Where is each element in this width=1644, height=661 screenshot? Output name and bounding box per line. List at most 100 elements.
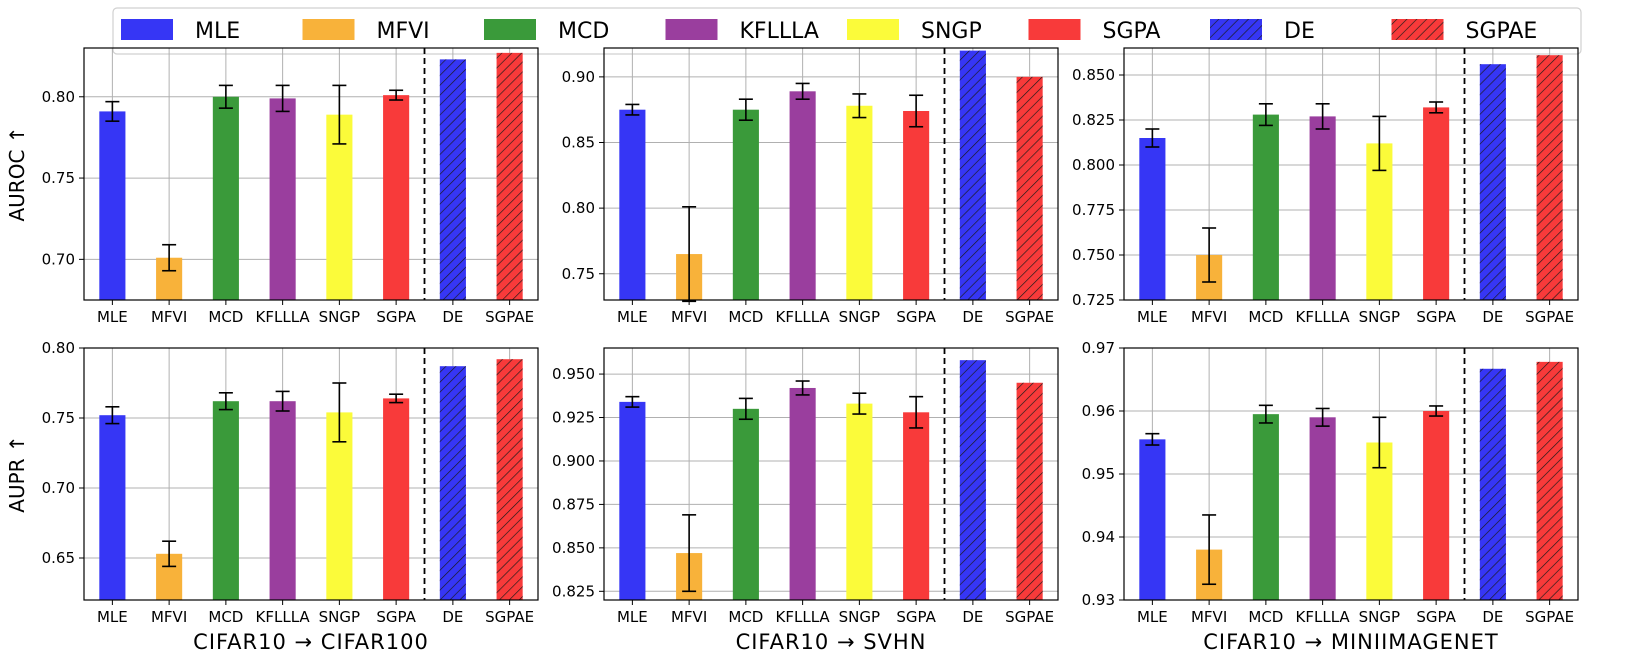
x-tick-label-sngp: SNGP xyxy=(319,308,360,326)
y-tick-label: 0.85 xyxy=(562,134,595,152)
bar-sgpa xyxy=(1423,411,1450,600)
axes-frame xyxy=(83,347,539,601)
legend-label-de: DE xyxy=(1284,19,1315,44)
bar-hatch-sgpae xyxy=(496,359,523,600)
bar-sgpa xyxy=(383,95,410,301)
x-tick-label-sgpa: SGPA xyxy=(376,608,416,626)
bar-hatch-sgpae xyxy=(1016,76,1043,300)
bar-hatch-sgpae xyxy=(1016,382,1043,600)
legend-hatch-sgpae xyxy=(1391,19,1444,40)
error-bar-mcd xyxy=(218,391,233,411)
bar-mle xyxy=(1139,439,1166,600)
error-bar-mle xyxy=(1145,432,1160,446)
x-tick-label-de: DE xyxy=(442,308,463,326)
axes-frame xyxy=(603,47,1059,301)
x-tick-label-mfvi: MFVI xyxy=(1191,308,1227,326)
legend-entry-kfllla: KFLLLA xyxy=(665,19,819,44)
x-axis-label: CIFAR10 → CIFAR100 xyxy=(193,630,429,654)
y-tick-label: 0.875 xyxy=(552,495,595,513)
x-tick-label-kfllla: KFLLLA xyxy=(776,308,831,326)
bar-mcd xyxy=(212,401,239,600)
bar-hatch-sgpae xyxy=(1536,55,1563,301)
x-tick-label-de: DE xyxy=(1482,308,1503,326)
error-bar-kfllla xyxy=(795,82,810,100)
x-tick-label-kfllla: KFLLLA xyxy=(776,608,831,626)
bar-mcd xyxy=(1252,414,1279,600)
error-bar-sngp xyxy=(852,392,867,415)
error-bar-sgpa xyxy=(389,89,404,101)
bar-kfllla xyxy=(1309,116,1336,301)
x-tick-label-mle: MLE xyxy=(97,308,128,326)
error-bar-mle xyxy=(1145,128,1160,148)
error-bar-sgpa xyxy=(389,393,404,404)
error-bar-sgpa xyxy=(909,395,924,429)
x-tick-label-sgpae: SGPAE xyxy=(1005,308,1054,326)
y-tick-label: 0.775 xyxy=(1072,201,1115,219)
y-tick-label: 0.90 xyxy=(562,68,595,86)
x-tick-label-mcd: MCD xyxy=(1248,308,1283,326)
x-tick-label-sgpa: SGPA xyxy=(896,308,936,326)
error-bar-mfvi xyxy=(682,514,697,593)
x-tick-label-sgpa: SGPA xyxy=(376,308,416,326)
error-bar-mcd xyxy=(1258,404,1273,424)
y-tick-label: 0.950 xyxy=(552,365,595,383)
x-tick-label-mcd: MCD xyxy=(208,608,243,626)
y-tick-label: 0.75 xyxy=(562,265,595,283)
bar-kfllla xyxy=(269,401,296,600)
y-tick-label: 0.97 xyxy=(1082,339,1115,357)
bar-mle xyxy=(619,109,646,300)
x-tick-label-kfllla: KFLLLA xyxy=(256,308,311,326)
x-tick-label-sngp: SNGP xyxy=(319,608,360,626)
axes-frame xyxy=(83,47,539,301)
y-tick-label: 0.825 xyxy=(1072,111,1115,129)
legend-entry-mfvi: MFVI xyxy=(302,19,430,44)
x-tick-label-de: DE xyxy=(962,308,983,326)
bar-hatch-sgpae xyxy=(1536,361,1563,600)
x-tick-label-sgpae: SGPAE xyxy=(1525,308,1574,326)
x-axis-label: CIFAR10 → SVHN xyxy=(736,630,927,654)
y-tick-label: 0.80 xyxy=(42,88,75,106)
y-tick-label: 0.825 xyxy=(552,582,595,600)
error-bar-kfllla xyxy=(1315,103,1330,130)
y-tick-label: 0.70 xyxy=(42,479,75,497)
x-tick-label-kfllla: KFLLLA xyxy=(1296,608,1351,626)
legend-swatch-kfllla xyxy=(665,19,718,40)
legend-entry-sngp: SNGP xyxy=(847,19,982,44)
bar-hatch-de xyxy=(959,50,986,300)
error-bar-sgpa xyxy=(1429,405,1444,417)
bar-sgpa xyxy=(903,111,930,300)
legend: MLE MFVI MCD KFLLLA SNGP SGPA DE SGPAE xyxy=(112,7,1582,55)
bar-hatch-de xyxy=(439,59,466,300)
legend-swatch-mle xyxy=(121,19,173,40)
legend-entry-mcd: MCD xyxy=(484,19,609,44)
bar-kfllla xyxy=(789,91,816,300)
error-bar-mle xyxy=(105,100,120,122)
x-tick-label-sngp: SNGP xyxy=(839,608,880,626)
bar-mle xyxy=(99,111,126,300)
y-tick-label: 0.93 xyxy=(1082,591,1115,609)
x-tick-label-mfvi: MFVI xyxy=(1191,608,1227,626)
y-tick-label: 0.925 xyxy=(552,409,595,427)
axes-frame xyxy=(1123,47,1579,301)
y-tick-label: 0.800 xyxy=(1072,156,1115,174)
bar-hatch-de xyxy=(439,366,466,600)
x-tick-label-kfllla: KFLLLA xyxy=(256,608,311,626)
x-tick-label-de: DE xyxy=(1482,608,1503,626)
error-bar-mcd xyxy=(738,98,753,121)
error-bar-sngp xyxy=(1372,416,1387,469)
error-bar-kfllla xyxy=(275,390,290,412)
bar-sngp xyxy=(326,114,353,300)
y-tick-label: 0.750 xyxy=(1072,246,1115,264)
bar-kfllla xyxy=(1309,417,1336,600)
error-bar-sngp xyxy=(332,382,347,443)
bar-mle xyxy=(99,415,126,600)
bar-mcd xyxy=(1252,114,1279,300)
error-bar-kfllla xyxy=(1315,407,1330,427)
legend-label-sngp: SNGP xyxy=(921,19,982,44)
legend-entry-mle: MLE xyxy=(121,19,240,44)
y-tick-label: 0.75 xyxy=(42,169,75,187)
bar-sgpa xyxy=(1423,107,1450,301)
bar-mle xyxy=(1139,138,1166,300)
error-bar-sgpa xyxy=(1429,101,1444,114)
